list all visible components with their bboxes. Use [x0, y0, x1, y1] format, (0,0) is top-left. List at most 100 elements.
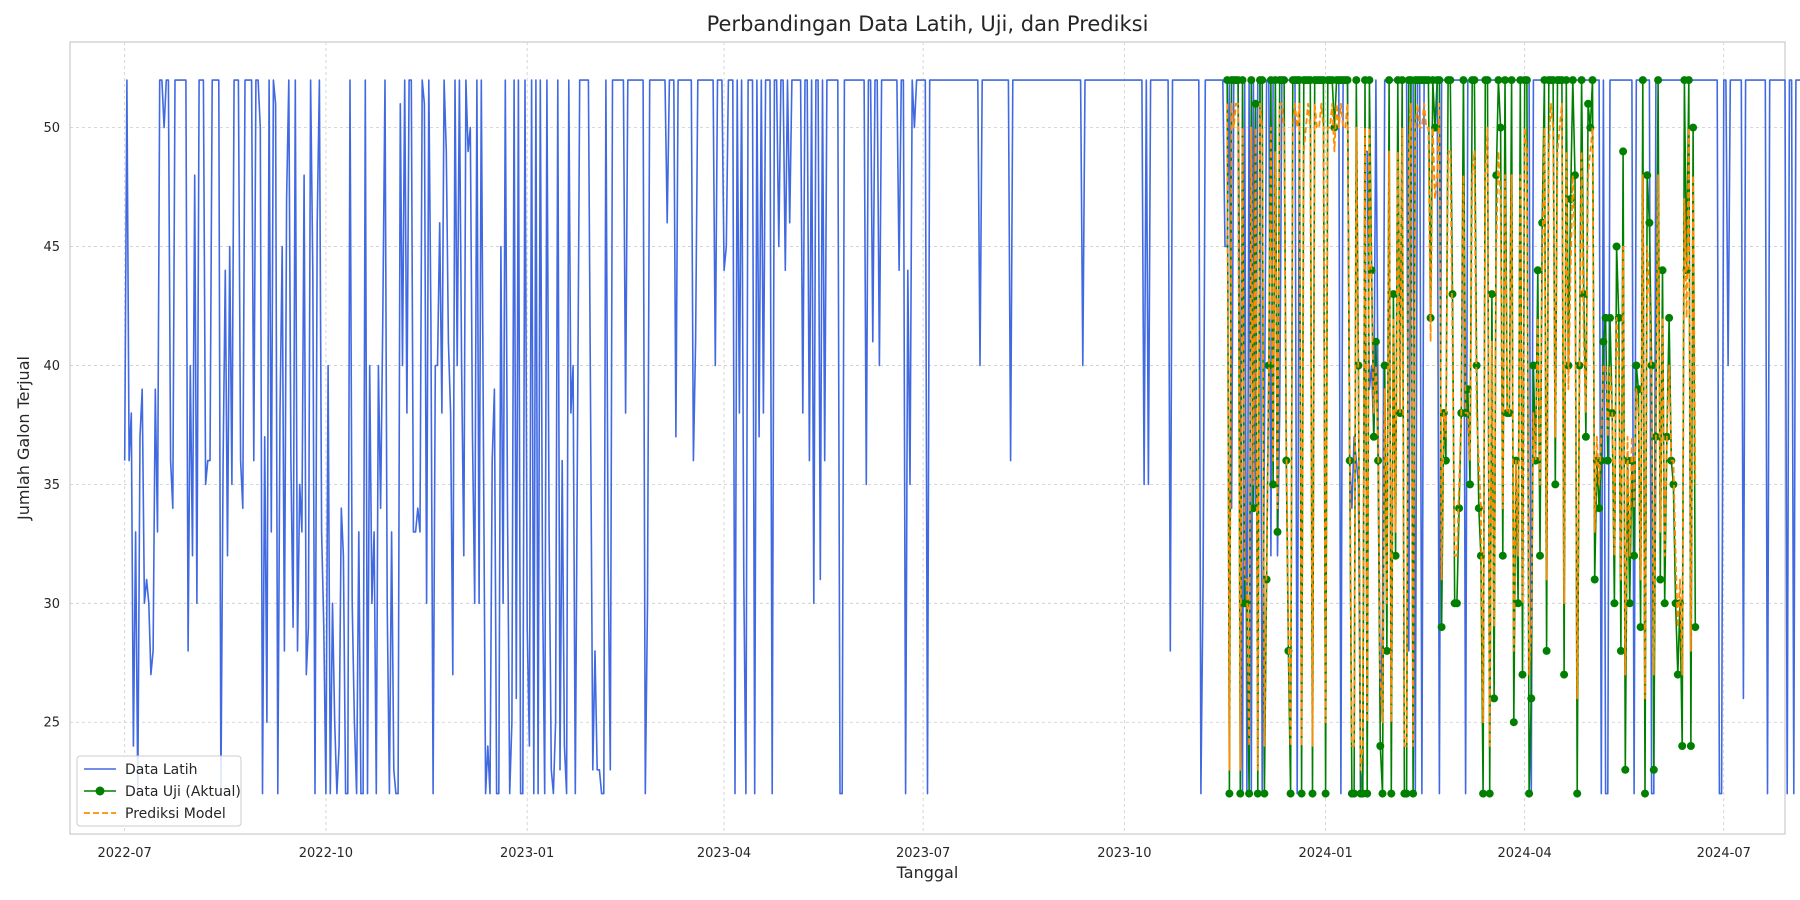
data-point: [1343, 76, 1352, 85]
data-point: [1385, 76, 1394, 85]
data-point: [1280, 76, 1289, 85]
data-point: [1253, 789, 1262, 798]
data-point: [1581, 432, 1590, 441]
data-point: [1391, 551, 1400, 560]
data-point: [1507, 76, 1516, 85]
data-point: [1470, 76, 1479, 85]
data-point: [1686, 742, 1695, 750]
data-point: [1238, 76, 1247, 85]
data-point: [1551, 480, 1560, 489]
data-point: [1249, 504, 1258, 513]
data-point: [1402, 789, 1411, 798]
data-point: [1619, 147, 1628, 156]
data-point: [1562, 76, 1571, 85]
y-axis-ticks: 25 30 35 40 45 50: [43, 121, 60, 731]
data-point: [1371, 337, 1380, 346]
y-axis-label: Jumlah Galon Terjual: [14, 356, 33, 521]
y-tick-label: 25: [43, 716, 60, 731]
y-tick-label: 45: [43, 240, 60, 255]
data-point: [1286, 789, 1295, 798]
y-tick-label: 40: [43, 359, 60, 374]
x-tick-label: 2023-01: [500, 846, 554, 861]
data-point: [1579, 290, 1588, 299]
data-point: [1649, 765, 1658, 774]
x-tick-label: 2022-07: [98, 846, 152, 861]
legend: Data Latih Data Uji (Aktual) Prediksi Mo…: [76, 755, 242, 827]
data-point: [1568, 76, 1577, 85]
data-point: [1584, 99, 1593, 108]
legend-box: [76, 755, 242, 827]
data-point: [1606, 313, 1614, 322]
x-tick-label: 2023-07: [896, 846, 950, 861]
x-axis-ticks: 2022-07 2022-10 2023-01 2023-04 2023-07 2023-…: [98, 846, 1751, 861]
data-point: [1369, 432, 1378, 441]
data-point: [1673, 670, 1682, 679]
x-tick-label: 2024-07: [1697, 846, 1751, 861]
data-point: [1398, 76, 1407, 85]
data-point: [1236, 789, 1245, 798]
data-point: [1525, 789, 1534, 798]
data-point: [1599, 337, 1608, 346]
data-point: [1518, 670, 1527, 679]
x-tick-label: 2024-04: [1498, 846, 1552, 861]
data-point: [1251, 99, 1260, 108]
data-point: [1612, 242, 1621, 251]
data-point: [1387, 789, 1396, 798]
data-point: [1446, 76, 1455, 85]
data-point: [1350, 789, 1359, 798]
legend-label-prediksi: Prediksi Model: [125, 806, 226, 822]
legend-label-data-latih: Data Latih: [125, 762, 198, 778]
y-tick-label: 35: [43, 478, 60, 493]
data-point: [1625, 599, 1634, 608]
data-point: [1455, 504, 1464, 513]
data-point: [1529, 361, 1538, 370]
data-point: [1269, 480, 1278, 489]
data-point: [1691, 623, 1700, 632]
data-point: [1647, 361, 1656, 370]
plot-area: [69, 41, 1786, 835]
x-axis-label: Tanggal: [896, 863, 959, 882]
data-point: [1590, 575, 1599, 584]
data-point: [1514, 599, 1523, 608]
data-point: [1597, 456, 1606, 465]
data-point: [1610, 599, 1619, 608]
data-point: [1376, 742, 1385, 750]
data-point: [1490, 694, 1499, 703]
data-point: [1533, 266, 1542, 275]
data-point: [1630, 551, 1639, 560]
data-point: [1498, 551, 1507, 560]
y-tick-label: 30: [43, 597, 60, 612]
data-point: [1496, 123, 1505, 132]
data-point: [1382, 646, 1391, 655]
chart-title: Perbandingan Data Latih, Uji, dan Predik…: [707, 12, 1149, 36]
data-point: [1669, 480, 1678, 489]
data-point: [1409, 789, 1418, 798]
data-point: [1658, 266, 1667, 275]
data-point: [1483, 76, 1492, 85]
data-point: [1645, 218, 1654, 227]
data-point: [1656, 575, 1665, 584]
data-point: [1638, 76, 1647, 85]
data-point: [1641, 789, 1649, 798]
data-point: [1363, 789, 1372, 798]
data-point: [1654, 76, 1663, 85]
data-point: [1494, 76, 1503, 85]
data-point: [1380, 361, 1389, 370]
data-point: [1247, 76, 1256, 85]
legend-marker-data-uji: [95, 786, 105, 796]
data-point: [1689, 123, 1698, 132]
data-point: [1452, 599, 1461, 608]
data-point: [1308, 789, 1317, 798]
data-point: [1678, 742, 1687, 750]
data-point: [1396, 409, 1404, 417]
data-point: [1595, 504, 1604, 513]
data-point: [1573, 789, 1582, 798]
data-point: [1621, 765, 1630, 774]
data-point: [1365, 76, 1374, 85]
data-point: [1260, 789, 1269, 798]
data-point: [1527, 694, 1536, 703]
data-point: [1509, 718, 1518, 727]
data-point: [1485, 789, 1494, 798]
data-point: [1603, 456, 1612, 465]
legend-label-data-uji: Data Uji (Aktual): [125, 784, 241, 800]
